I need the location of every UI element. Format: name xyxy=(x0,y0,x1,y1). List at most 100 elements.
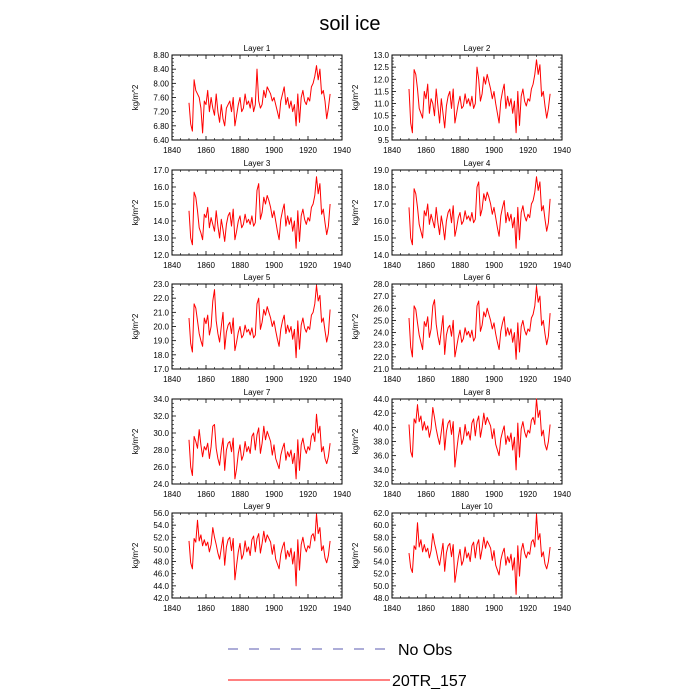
y-tick-label: 15.0 xyxy=(153,200,169,209)
y-tick-label: 21.0 xyxy=(153,308,169,317)
y-axis-label: kg/m^2 xyxy=(351,428,360,454)
x-tick-label: 1860 xyxy=(197,261,215,270)
panel-layer-3: Layer 3 1840 1860 1880 1900 1920 1940 12.0 13.0 1… xyxy=(131,159,351,270)
panel-title: Layer 6 xyxy=(464,273,491,282)
y-tick-label: 18.0 xyxy=(373,183,389,192)
y-tick-label: 50.0 xyxy=(153,545,169,554)
panel-title: Layer 5 xyxy=(244,273,271,282)
panel-layer-9: Layer 9 1840 1860 1880 1900 1920 1940 42.0 44.0 4… xyxy=(131,502,351,613)
x-tick-label: 1840 xyxy=(163,261,181,270)
y-tick-label: 14.0 xyxy=(373,251,389,260)
x-tick-label: 1880 xyxy=(451,375,469,384)
series-line-20tr-157 xyxy=(188,65,331,134)
y-tick-label: 8.80 xyxy=(153,51,169,60)
x-tick-label: 1880 xyxy=(451,604,469,613)
y-tick-label: 15.0 xyxy=(373,234,389,243)
y-tick-label: 34.0 xyxy=(153,395,169,404)
y-tick-label: 12.5 xyxy=(373,63,389,72)
y-tick-label: 28.0 xyxy=(153,446,169,455)
x-tick-label: 1920 xyxy=(519,146,537,155)
x-tick-label: 1880 xyxy=(451,261,469,270)
panel-title: Layer 8 xyxy=(464,388,491,397)
x-tick-label: 1860 xyxy=(197,375,215,384)
y-tick-label: 23.0 xyxy=(373,341,389,350)
y-tick-label: 48.0 xyxy=(373,594,389,603)
x-tick-label: 1940 xyxy=(553,146,571,155)
x-tick-label: 1920 xyxy=(299,604,317,613)
x-tick-label: 1860 xyxy=(197,146,215,155)
x-tick-label: 1920 xyxy=(519,261,537,270)
x-tick-label: 1860 xyxy=(417,261,435,270)
figure-title: soil ice xyxy=(319,13,380,35)
series-line-20tr-157 xyxy=(408,398,551,471)
x-tick-label: 1840 xyxy=(163,490,181,499)
y-axis-label: kg/m^2 xyxy=(131,313,140,339)
x-tick-label: 1920 xyxy=(299,375,317,384)
y-tick-label: 8.00 xyxy=(153,79,169,88)
y-tick-label: 7.60 xyxy=(153,94,169,103)
y-tick-label: 62.0 xyxy=(373,509,389,518)
panel-title: Layer 4 xyxy=(464,159,491,168)
y-tick-label: 24.0 xyxy=(153,480,169,489)
x-tick-label: 1940 xyxy=(333,604,351,613)
y-tick-label: 26.0 xyxy=(373,304,389,313)
x-tick-label: 1840 xyxy=(383,490,401,499)
y-tick-label: 26.0 xyxy=(153,463,169,472)
y-tick-label: 40.0 xyxy=(373,423,389,432)
x-tick-label: 1840 xyxy=(163,375,181,384)
y-tick-label: 16.0 xyxy=(153,183,169,192)
y-tick-label: 56.0 xyxy=(373,545,389,554)
x-tick-label: 1940 xyxy=(333,490,351,499)
y-tick-label: 48.0 xyxy=(153,558,169,567)
panel-layer-5: Layer 5 1840 1860 1880 1900 1920 1940 17.0 18.0 1… xyxy=(131,273,351,384)
x-tick-label: 1880 xyxy=(231,261,249,270)
y-axis-label: kg/m^2 xyxy=(131,428,140,454)
y-tick-label: 8.40 xyxy=(153,65,169,74)
series-line-20tr-157 xyxy=(408,285,551,360)
x-tick-label: 1900 xyxy=(265,375,283,384)
x-tick-label: 1940 xyxy=(553,604,571,613)
y-axis-label: kg/m^2 xyxy=(351,199,360,225)
y-tick-label: 46.0 xyxy=(153,570,169,579)
x-tick-label: 1920 xyxy=(299,490,317,499)
panel-layer-10: Layer 10 1840 1860 1880 1900 1920 1940 48.0 50.0… xyxy=(351,502,571,613)
x-tick-label: 1900 xyxy=(485,375,503,384)
y-tick-label: 6.80 xyxy=(153,122,169,131)
y-axis-label: kg/m^2 xyxy=(351,542,360,568)
y-tick-label: 34.0 xyxy=(373,466,389,475)
y-tick-label: 13.0 xyxy=(153,234,169,243)
y-tick-label: 42.0 xyxy=(153,594,169,603)
panel-layer-2: Layer 2 1840 1860 1880 1900 1920 1940 9.5 10.0 10… xyxy=(351,44,571,155)
x-tick-label: 1860 xyxy=(417,604,435,613)
series-line-20tr-157 xyxy=(408,59,551,134)
x-tick-label: 1900 xyxy=(485,146,503,155)
series-line-20tr-157 xyxy=(188,284,331,359)
y-tick-label: 17.0 xyxy=(153,365,169,374)
series-line-20tr-157 xyxy=(408,176,551,249)
x-tick-label: 1900 xyxy=(265,261,283,270)
x-tick-label: 1840 xyxy=(163,604,181,613)
panels: Layer 1 1840 1860 1880 1900 1920 1940 6.40 6.80 7… xyxy=(131,44,571,613)
panel-layer-4: Layer 4 1840 1860 1880 1900 1920 1940 14.0 15.0 1… xyxy=(351,159,571,270)
panel-layer-6: Layer 6 1840 1860 1880 1900 1920 1940 21.0 22.0 2… xyxy=(351,273,571,384)
y-tick-label: 13.0 xyxy=(373,51,389,60)
x-tick-label: 1880 xyxy=(451,146,469,155)
panel-title: Layer 3 xyxy=(244,159,271,168)
y-tick-label: 12.0 xyxy=(153,251,169,260)
panel-layer-7: Layer 7 1840 1860 1880 1900 1920 1940 24.0 26.0 2… xyxy=(131,388,351,499)
legend-label-no-obs: No Obs xyxy=(398,642,452,659)
y-tick-label: 6.40 xyxy=(153,136,169,145)
x-tick-label: 1880 xyxy=(231,604,249,613)
y-tick-label: 25.0 xyxy=(373,316,389,325)
y-tick-label: 32.0 xyxy=(373,480,389,489)
x-tick-label: 1880 xyxy=(451,490,469,499)
x-tick-label: 1900 xyxy=(265,604,283,613)
series-line-20tr-157 xyxy=(408,513,551,595)
y-tick-label: 60.0 xyxy=(373,521,389,530)
panel-title: Layer 1 xyxy=(244,44,271,53)
y-tick-label: 44.0 xyxy=(153,582,169,591)
y-axis-label: kg/m^2 xyxy=(351,313,360,339)
y-tick-label: 20.0 xyxy=(153,323,169,332)
x-tick-label: 1840 xyxy=(383,375,401,384)
y-axis-label: kg/m^2 xyxy=(131,199,140,225)
